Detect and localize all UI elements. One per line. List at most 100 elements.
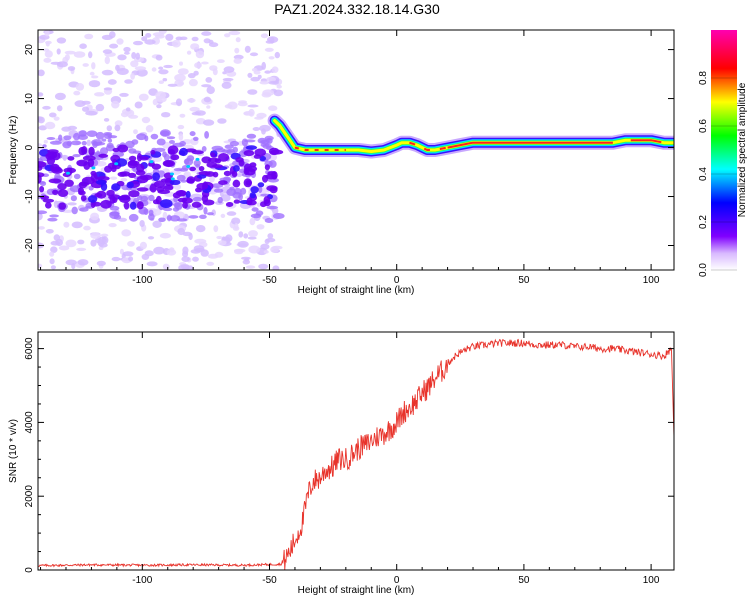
- noise-speckle: [75, 83, 85, 91]
- noise-blob: [251, 207, 259, 212]
- noise-core-blob: [160, 178, 173, 183]
- noise-core-blob: [152, 172, 161, 182]
- bottom-y-tick-label: 6000: [24, 337, 35, 360]
- snr-panel: -100 -50 0 50 100 0 2000 4000 6000 Height of str…: [8, 331, 675, 596]
- noise-core-blob: [181, 197, 193, 204]
- noise-speckle: [220, 194, 231, 202]
- noise-speckle: [223, 66, 235, 73]
- noise-blob: [128, 148, 137, 154]
- noise-speckle: [234, 249, 244, 255]
- noise-blob: [219, 177, 231, 182]
- noise-speckle: [191, 111, 201, 116]
- noise-blob: [66, 140, 72, 147]
- noise-blob: [264, 135, 274, 141]
- noise-speckle: [205, 77, 213, 83]
- noise-core-blob: [259, 155, 267, 162]
- noise-speckle: [256, 202, 261, 207]
- noise-speckle: [139, 220, 145, 227]
- noise-blob: [250, 213, 262, 219]
- noise-speckle: [152, 220, 162, 228]
- noise-speckle: [256, 224, 265, 230]
- noise-speckle: [128, 256, 134, 262]
- noise-speckle: [147, 236, 155, 240]
- noise-speckle: [203, 119, 215, 126]
- bottom-y-tick-label: 4000: [24, 411, 35, 434]
- noise-blob: [187, 155, 195, 162]
- noise-core-blob: [246, 165, 258, 172]
- noise-blob: [176, 174, 186, 182]
- noise-speckle: [238, 231, 244, 238]
- noise-speckle: [237, 101, 248, 107]
- noise-blob: [101, 138, 107, 142]
- noise-speckle: [56, 61, 68, 68]
- noise-speckle: [134, 66, 147, 71]
- noise-speckle: [153, 246, 165, 255]
- noise-blob: [233, 187, 242, 195]
- noise-blob: [73, 132, 80, 141]
- noise-speckle: [187, 98, 196, 103]
- noise-speckle: [50, 246, 58, 253]
- noise-speckle: [224, 33, 231, 38]
- noise-core-blob: [211, 164, 223, 169]
- noise-speckle: [158, 69, 169, 75]
- noise-blob: [38, 210, 48, 215]
- noise-speckle: [88, 51, 93, 59]
- noise-blob: [107, 138, 113, 143]
- noise-speckle: [38, 116, 45, 124]
- noise-speckle: [247, 89, 258, 95]
- noise-speckle: [206, 261, 215, 266]
- noise-blob: [73, 173, 81, 180]
- noise-core-blob: [198, 166, 205, 172]
- noise-speckle: [38, 125, 48, 131]
- noise-speckle: [90, 232, 101, 239]
- noise-core-blob: [201, 156, 212, 164]
- noise-blob: [166, 136, 176, 140]
- top-y-axis-label: Frequency (Hz): [8, 116, 19, 185]
- noise-blob: [77, 134, 89, 140]
- noise-core-blob: [179, 147, 188, 157]
- noise-speckle: [247, 104, 259, 108]
- noise-speckle: [209, 176, 215, 183]
- snr-series-line: [38, 338, 674, 570]
- noise-speckle: [260, 33, 269, 39]
- noise-speckle: [186, 50, 192, 55]
- noise-speckle: [158, 66, 164, 70]
- noise-speckle: [111, 100, 120, 109]
- noise-core-blob: [57, 183, 67, 190]
- noise-hotspot: [149, 160, 154, 164]
- noise-core-blob: [189, 166, 197, 172]
- noise-speckle: [208, 42, 219, 48]
- noise-speckle: [74, 100, 86, 107]
- noise-blob: [159, 129, 171, 137]
- noise-blob: [46, 137, 56, 140]
- noise-core-blob: [218, 153, 230, 162]
- noise-blob: [240, 187, 247, 195]
- noise-speckle: [161, 112, 171, 118]
- noise-speckle: [83, 225, 91, 231]
- noise-blob: [109, 211, 120, 220]
- noise-core-blob: [231, 170, 238, 178]
- noise-core-blob: [204, 171, 215, 177]
- noise-speckle: [90, 212, 100, 221]
- noise-speckle: [189, 106, 200, 112]
- noise-core-blob: [87, 158, 95, 168]
- noise-core-blob: [104, 165, 112, 173]
- noise-core-blob: [163, 185, 174, 191]
- noise-blob: [70, 195, 77, 202]
- noise-speckle: [121, 229, 132, 237]
- noise-speckle: [270, 246, 279, 253]
- chart-title: PAZ1.2024.332.18.14.G30: [274, 1, 440, 17]
- noise-speckle: [155, 91, 167, 99]
- noise-core-blob: [245, 145, 258, 150]
- noise-speckle: [45, 229, 54, 234]
- bottom-x-tick-label: -50: [262, 575, 277, 586]
- noise-speckle: [151, 67, 157, 72]
- noise-speckle: [156, 104, 162, 109]
- noise-speckle: [63, 221, 70, 228]
- noise-speckle: [67, 66, 76, 71]
- noise-core-blob: [267, 171, 277, 176]
- noise-speckle: [85, 110, 98, 116]
- noise-speckle: [179, 113, 186, 118]
- noise-speckle: [38, 212, 43, 221]
